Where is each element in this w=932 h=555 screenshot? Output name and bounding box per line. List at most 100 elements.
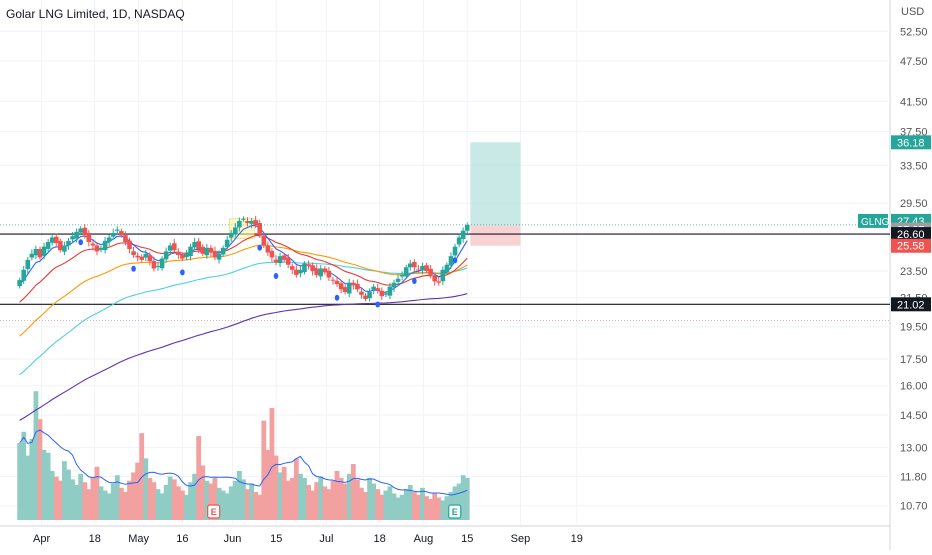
candle-body[interactable] bbox=[440, 269, 446, 282]
candle-body[interactable] bbox=[70, 236, 75, 240]
candle-body[interactable] bbox=[428, 268, 433, 275]
candle-body[interactable] bbox=[289, 266, 295, 270]
candle-body[interactable] bbox=[45, 242, 51, 249]
candle-body[interactable] bbox=[151, 261, 157, 269]
signal-marker[interactable] bbox=[452, 257, 458, 264]
candle-body[interactable] bbox=[265, 245, 271, 253]
candle-body[interactable] bbox=[342, 287, 348, 293]
candle-body[interactable] bbox=[155, 265, 161, 268]
candle-body[interactable] bbox=[318, 268, 324, 277]
candle-body[interactable] bbox=[212, 251, 218, 258]
candle-body[interactable] bbox=[277, 256, 283, 264]
candle-body[interactable] bbox=[416, 269, 421, 271]
candle-body[interactable] bbox=[147, 255, 153, 262]
candle-body[interactable] bbox=[106, 237, 112, 242]
candle-body[interactable] bbox=[200, 246, 206, 254]
candle-body[interactable] bbox=[407, 263, 413, 268]
candle-body[interactable] bbox=[135, 255, 140, 258]
candle-body[interactable] bbox=[192, 242, 197, 248]
candle-body[interactable] bbox=[159, 258, 165, 269]
candle-body[interactable] bbox=[448, 256, 454, 266]
candle-body[interactable] bbox=[33, 249, 39, 256]
earnings-marker[interactable]: E bbox=[448, 504, 462, 519]
candle-body[interactable] bbox=[420, 265, 425, 271]
candle-body[interactable] bbox=[444, 264, 450, 273]
candle-body[interactable] bbox=[123, 235, 128, 243]
candle-body[interactable] bbox=[302, 263, 307, 273]
candle-body[interactable] bbox=[395, 278, 401, 282]
candle-body[interactable] bbox=[37, 249, 43, 258]
candle-body[interactable] bbox=[224, 239, 230, 248]
candle-body[interactable] bbox=[330, 279, 336, 281]
candle-body[interactable] bbox=[403, 267, 409, 277]
candle-body[interactable] bbox=[306, 264, 311, 266]
candle-body[interactable] bbox=[49, 237, 55, 243]
candle-body[interactable] bbox=[367, 292, 372, 299]
candle-body[interactable] bbox=[53, 236, 59, 244]
candle-body[interactable] bbox=[351, 282, 356, 286]
candle-body[interactable] bbox=[184, 253, 189, 258]
candle-body[interactable] bbox=[237, 220, 242, 228]
candle-body[interactable] bbox=[375, 288, 381, 291]
candle-body[interactable] bbox=[228, 232, 234, 238]
candle-body[interactable] bbox=[21, 269, 27, 281]
candle-body[interactable] bbox=[464, 224, 470, 231]
candle-body[interactable] bbox=[298, 269, 303, 274]
candle-body[interactable] bbox=[233, 227, 238, 235]
candle-body[interactable] bbox=[460, 230, 466, 239]
candle-body[interactable] bbox=[326, 270, 332, 278]
candle-body[interactable] bbox=[424, 265, 429, 272]
candle-body[interactable] bbox=[355, 283, 360, 290]
candle-body[interactable] bbox=[131, 251, 136, 255]
signal-marker[interactable] bbox=[412, 277, 417, 284]
candle-body[interactable] bbox=[387, 286, 393, 296]
candle-body[interactable] bbox=[86, 232, 92, 243]
candle-body[interactable] bbox=[383, 293, 389, 295]
earnings-marker[interactable]: E bbox=[207, 504, 221, 519]
candle-body[interactable] bbox=[456, 237, 462, 245]
candle-body[interactable] bbox=[220, 247, 226, 255]
candle-body[interactable] bbox=[29, 253, 35, 258]
candle-body[interactable] bbox=[78, 228, 83, 233]
candle-body[interactable] bbox=[171, 243, 177, 251]
candle-body[interactable] bbox=[41, 246, 47, 256]
candle-body[interactable] bbox=[294, 269, 299, 275]
candle-body[interactable] bbox=[285, 257, 291, 265]
candle-body[interactable] bbox=[143, 253, 149, 258]
candle-body[interactable] bbox=[180, 254, 185, 259]
candle-body[interactable] bbox=[66, 240, 71, 246]
candle-body[interactable] bbox=[216, 253, 222, 260]
candle-body[interactable] bbox=[163, 251, 169, 260]
candle-body[interactable] bbox=[346, 282, 352, 294]
candle-body[interactable] bbox=[281, 255, 287, 260]
candle-body[interactable] bbox=[314, 268, 319, 275]
candle-body[interactable] bbox=[359, 291, 364, 295]
stop-zone[interactable] bbox=[470, 225, 521, 246]
candle-body[interactable] bbox=[17, 280, 22, 287]
candle-body[interactable] bbox=[62, 245, 67, 252]
candle-body[interactable] bbox=[119, 231, 124, 236]
candle-body[interactable] bbox=[115, 229, 120, 231]
candle-body[interactable] bbox=[338, 283, 344, 290]
signal-marker[interactable] bbox=[273, 273, 279, 280]
candle-body[interactable] bbox=[363, 295, 368, 299]
candle-body[interactable] bbox=[412, 262, 417, 268]
candle-body[interactable] bbox=[25, 259, 31, 270]
candle-body[interactable] bbox=[204, 247, 210, 256]
candle-body[interactable] bbox=[257, 223, 263, 235]
candle-body[interactable] bbox=[241, 218, 246, 220]
signal-marker[interactable] bbox=[78, 239, 83, 246]
candle-body[interactable] bbox=[58, 240, 63, 251]
candle-body[interactable] bbox=[371, 286, 376, 290]
candle-body[interactable] bbox=[98, 247, 104, 250]
candle-body[interactable] bbox=[188, 246, 193, 257]
signal-marker[interactable] bbox=[257, 244, 263, 251]
candle-body[interactable] bbox=[334, 280, 340, 285]
candle-body[interactable] bbox=[139, 256, 145, 260]
candle-body[interactable] bbox=[269, 251, 275, 258]
candle-body[interactable] bbox=[261, 235, 267, 246]
candle-body[interactable] bbox=[208, 247, 214, 253]
candle-body[interactable] bbox=[102, 240, 108, 251]
candle-body[interactable] bbox=[94, 245, 100, 252]
